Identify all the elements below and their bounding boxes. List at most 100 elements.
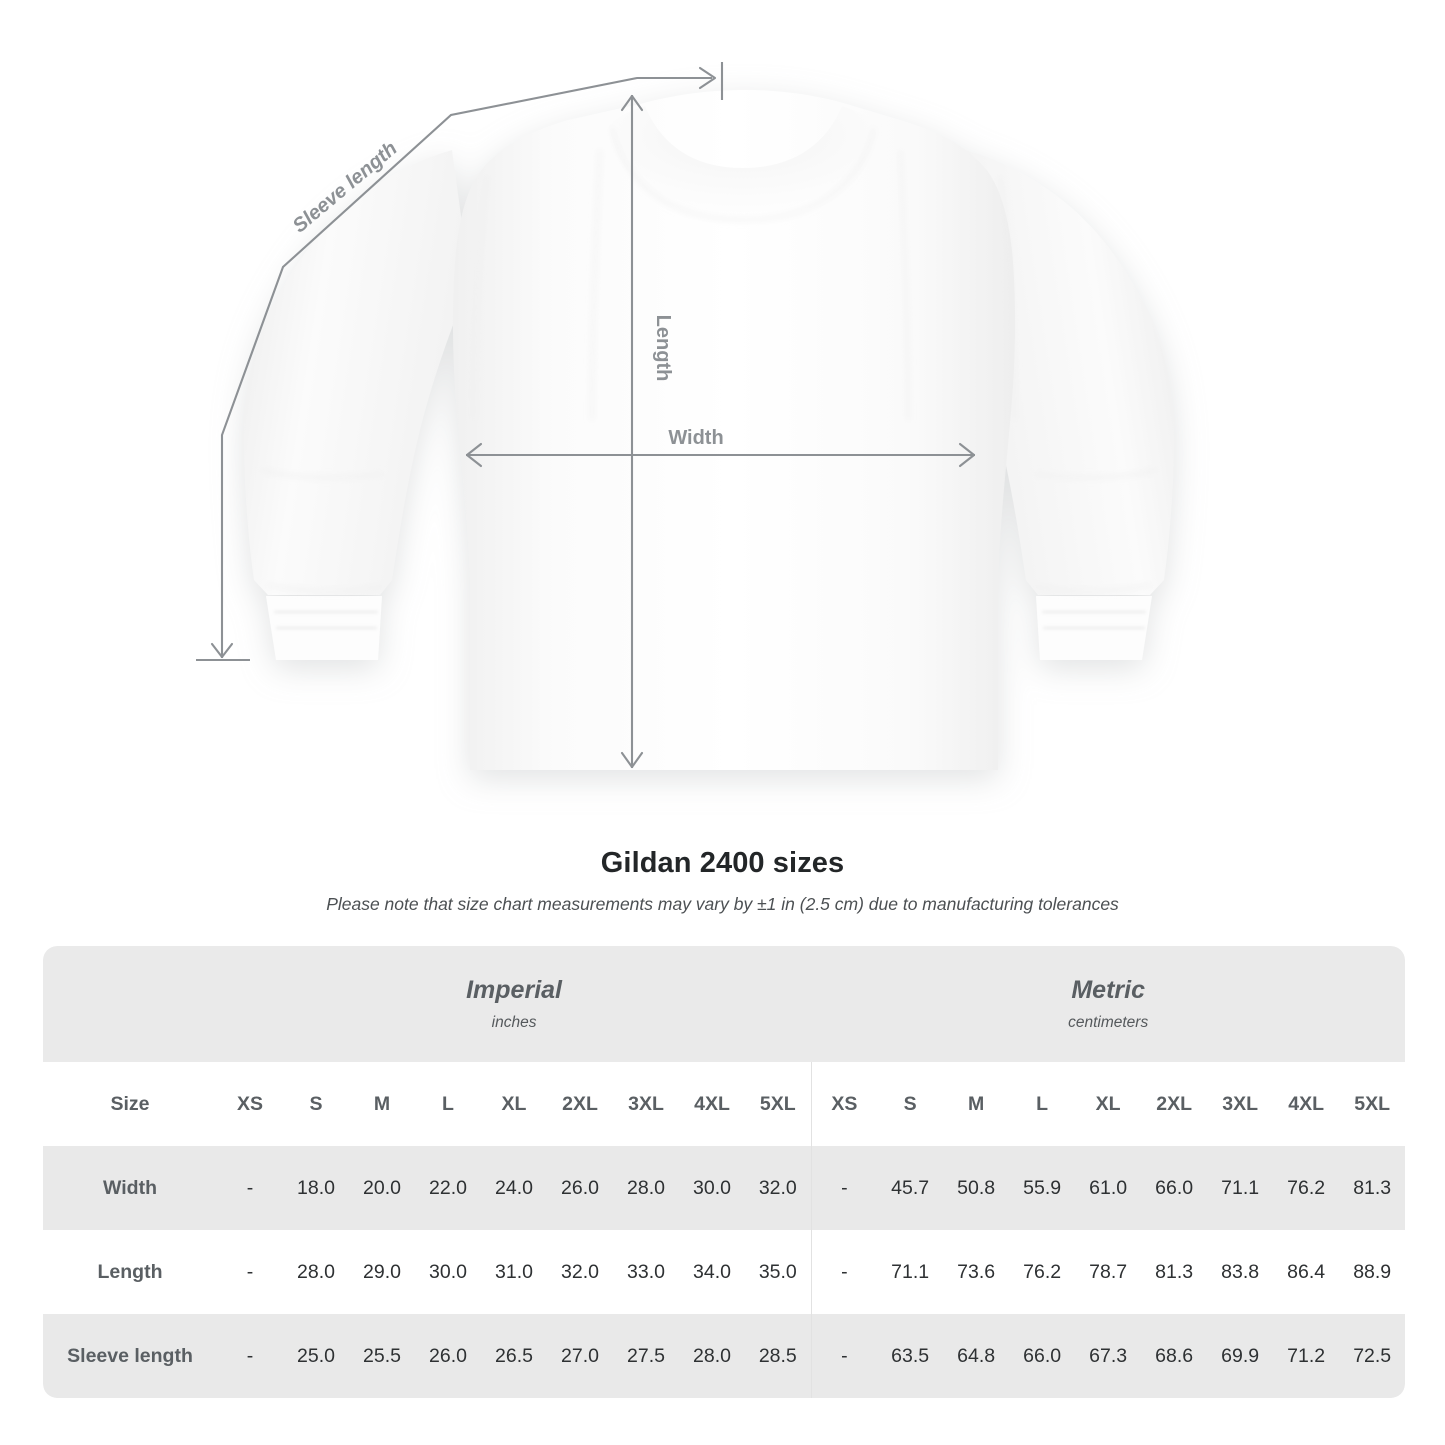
unit-name-imperial: Imperial xyxy=(466,976,562,1005)
cell-metric-m: 64.8 xyxy=(943,1314,1010,1398)
row-label-length: Length xyxy=(43,1230,217,1314)
size-header-imperial-m: M xyxy=(349,1062,415,1146)
width-label: Width xyxy=(668,427,723,449)
length-arrow-up xyxy=(620,94,644,112)
row-label-sleeve-length: Sleeve length xyxy=(43,1314,217,1398)
length-label: Length xyxy=(652,315,674,382)
cell-metric-s: 71.1 xyxy=(877,1230,944,1314)
width-arrow-left xyxy=(465,442,483,468)
size-header-metric-xs: XS xyxy=(811,1062,878,1146)
unit-sub-imperial: inches xyxy=(491,1013,537,1031)
cell-imperial-4xl: 30.0 xyxy=(679,1146,745,1230)
cell-metric-2xl: 68.6 xyxy=(1141,1314,1208,1398)
size-header-metric-5xl: 5XL xyxy=(1339,1062,1406,1146)
size-header-metric-l: L xyxy=(1009,1062,1076,1146)
cell-metric-5xl: 81.3 xyxy=(1339,1146,1406,1230)
cell-imperial-l: 26.0 xyxy=(415,1314,481,1398)
cell-imperial-3xl: 28.0 xyxy=(613,1146,679,1230)
collar-band xyxy=(609,106,878,222)
size-header-imperial-4xl: 4XL xyxy=(679,1062,745,1146)
size-header-imperial-s: S xyxy=(283,1062,349,1146)
size-header-imperial-xl: XL xyxy=(481,1062,547,1146)
garment-diagram: Sleeve length Length Width xyxy=(196,62,1175,770)
cell-imperial-m: 20.0 xyxy=(349,1146,415,1230)
sleeve-length-line xyxy=(220,76,712,658)
sleeve-arrow-head xyxy=(698,66,717,90)
fabric-folds xyxy=(261,127,1157,593)
cell-imperial-l: 22.0 xyxy=(415,1146,481,1230)
cell-imperial-xl: 26.5 xyxy=(481,1314,547,1398)
cell-imperial-5xl: 28.5 xyxy=(745,1314,812,1398)
cell-imperial-5xl: 35.0 xyxy=(745,1230,812,1314)
size-header-imperial-3xl: 3XL xyxy=(613,1062,679,1146)
cell-metric-s: 63.5 xyxy=(877,1314,944,1398)
size-header-metric-s: S xyxy=(877,1062,944,1146)
cell-metric-xs: - xyxy=(811,1146,878,1230)
unit-banner-row: Imperial inches Metric centimeters xyxy=(43,946,1406,1062)
cell-imperial-s: 18.0 xyxy=(283,1146,349,1230)
cell-metric-2xl: 66.0 xyxy=(1141,1146,1208,1230)
title-block: Gildan 2400 sizes Please note that size … xyxy=(0,845,1445,916)
cell-imperial-4xl: 34.0 xyxy=(679,1230,745,1314)
cell-metric-3xl: 83.8 xyxy=(1207,1230,1274,1314)
size-header-metric-m: M xyxy=(943,1062,1010,1146)
cell-metric-4xl: 71.2 xyxy=(1273,1314,1340,1398)
size-header-imperial-xs: XS xyxy=(217,1062,283,1146)
cell-imperial-l: 30.0 xyxy=(415,1230,481,1314)
size-header-metric-4xl: 4XL xyxy=(1273,1062,1340,1146)
page-title: Gildan 2400 sizes xyxy=(600,847,845,879)
cell-metric-2xl: 81.3 xyxy=(1141,1230,1208,1314)
size-chart-table-wrapper: Imperial inches Metric centimeters Size X… xyxy=(43,946,1406,1398)
cell-metric-4xl: 86.4 xyxy=(1273,1230,1340,1314)
cell-imperial-s: 25.0 xyxy=(283,1314,349,1398)
left-sleeve xyxy=(243,150,470,595)
cell-metric-xl: 61.0 xyxy=(1075,1146,1142,1230)
cell-metric-l: 55.9 xyxy=(1009,1146,1076,1230)
size-header-metric-2xl: 2XL xyxy=(1141,1062,1208,1146)
cell-metric-l: 76.2 xyxy=(1009,1230,1076,1314)
cell-imperial-3xl: 33.0 xyxy=(613,1230,679,1314)
cell-imperial-xl: 24.0 xyxy=(481,1146,547,1230)
size-header-row: Size XS S M L XL 2XL 3XL 4XL 5XL XS S M L XL 2XL 3XL 4XL 5… xyxy=(43,1062,1406,1146)
shirt-body xyxy=(453,90,1015,770)
cell-metric-4xl: 76.2 xyxy=(1273,1146,1340,1230)
cell-metric-xs: - xyxy=(811,1230,878,1314)
size-header-imperial-5xl: 5XL xyxy=(745,1062,812,1146)
unit-name-metric: Metric xyxy=(1071,976,1145,1005)
cell-metric-s: 45.7 xyxy=(877,1146,944,1230)
cell-metric-5xl: 72.5 xyxy=(1339,1314,1406,1398)
cell-imperial-xs: - xyxy=(217,1230,283,1314)
cell-metric-xl: 67.3 xyxy=(1075,1314,1142,1398)
cell-imperial-2xl: 26.0 xyxy=(547,1146,613,1230)
unit-header-metric: Metric centimeters xyxy=(811,946,1406,1062)
size-header-imperial-2xl: 2XL xyxy=(547,1062,613,1146)
cell-imperial-3xl: 27.5 xyxy=(613,1314,679,1398)
tolerance-note: Please note that size chart measurements… xyxy=(326,894,1119,915)
cell-imperial-m: 29.0 xyxy=(349,1230,415,1314)
cell-metric-3xl: 69.9 xyxy=(1207,1314,1274,1398)
cell-imperial-4xl: 28.0 xyxy=(679,1314,745,1398)
table-row: Length -28.0 29.0 30.0 31.0 32.0 33.0 34.0 35.0-… xyxy=(43,1230,1406,1314)
cell-imperial-2xl: 32.0 xyxy=(547,1230,613,1314)
cell-metric-xl: 78.7 xyxy=(1075,1230,1142,1314)
size-header-metric-3xl: 3XL xyxy=(1207,1062,1274,1146)
cell-imperial-s: 28.0 xyxy=(283,1230,349,1314)
size-chart-table: Imperial inches Metric centimeters Size X… xyxy=(43,946,1406,1398)
size-header-imperial-l: L xyxy=(415,1062,481,1146)
measurement-lines xyxy=(196,62,975,768)
table-row: Width -18.0 20.0 22.0 24.0 26.0 28.0 30.0 32.0-4… xyxy=(43,1146,1406,1230)
sleeve-arrow-head-bottom xyxy=(210,642,234,659)
cell-imperial-xl: 31.0 xyxy=(481,1230,547,1314)
unit-sub-metric: centimeters xyxy=(1068,1013,1149,1031)
cell-metric-l: 66.0 xyxy=(1009,1314,1076,1398)
garment-illustration: Sleeve length Length Width xyxy=(196,62,1175,770)
size-header-label: Size xyxy=(43,1062,217,1146)
cell-imperial-xs: - xyxy=(217,1314,283,1398)
banner-spacer-left xyxy=(43,946,217,1062)
width-arrow-right xyxy=(958,442,976,468)
cell-imperial-2xl: 27.0 xyxy=(547,1314,613,1398)
cuff-ribbing xyxy=(274,611,1146,629)
cell-metric-5xl: 88.9 xyxy=(1339,1230,1406,1314)
unit-header-imperial: Imperial inches xyxy=(217,946,812,1062)
cell-metric-xs: - xyxy=(811,1314,878,1398)
